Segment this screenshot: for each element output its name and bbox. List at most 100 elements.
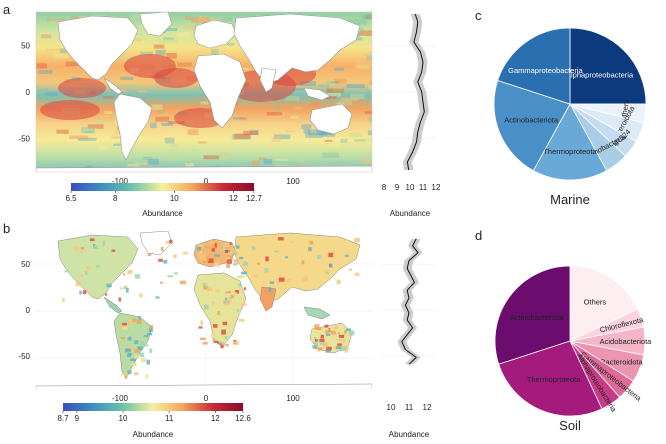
soil-cell [126,287,129,293]
soil-cell [339,346,346,351]
ocean-cell [153,44,165,49]
soil-cell [202,282,207,287]
ocean-cell [211,48,219,55]
soil-cell [145,344,149,347]
ocean-cell [336,102,344,106]
ocean-cell [87,124,104,129]
ocean-cell [305,133,323,138]
ocean-cell [293,106,302,110]
soil-cell [224,301,230,306]
soil-cell [222,321,228,326]
soil-cell [85,270,88,275]
soil-cell [123,372,128,376]
soil-cell [143,335,149,338]
soil-speckle [62,236,360,379]
soil-cell [79,290,82,295]
ocean-cell [103,96,114,99]
soil-cell [169,239,173,244]
ocean-cell [46,48,66,51]
pie-slice-label: Thermoproteota [543,147,597,156]
soil-cell [333,325,339,330]
marine-map [35,11,373,173]
ocean-cell [99,115,110,118]
soil-cell [208,258,214,264]
ocean-cell [274,158,288,161]
soil-cell [213,340,219,344]
marine-pie: AlphaproteobacteriaOthersBacteroidotaSAR… [493,27,647,207]
soil-cell [95,264,100,268]
soil-cell [234,290,240,294]
soil-cell [223,242,230,247]
profile-x-tick-label: 12 [432,183,441,192]
ocean-cell [91,14,107,17]
ocean-cell [81,126,96,133]
ocean-cell [321,152,340,158]
soil-cell [205,255,210,261]
profile-x-tick-label: 10 [406,183,415,192]
ocean-hotspot [58,78,106,98]
soil-cell [236,275,243,279]
ocean-cell [119,89,127,92]
soil-cell [167,275,174,278]
soil-cell [238,319,245,322]
ocean-cell [143,156,153,160]
ocean-hotspot [154,68,198,88]
ocean-cell [274,134,291,140]
ocean-cell [303,128,310,134]
ocean-cell [187,129,199,135]
colorbar-tick-label: 8.7 [57,414,69,423]
soil-cell [314,324,320,329]
soil-cell [132,318,137,322]
soil-cell [274,250,279,253]
ocean-cell [367,130,372,136]
soil-cell [140,358,146,363]
pie-slice-label: Bacteroidota [601,357,644,366]
soil-cell [224,343,229,347]
soil-cell [314,337,317,340]
soil-cell [325,349,331,353]
soil-cell [210,246,217,249]
ocean-cell [300,80,316,86]
ocean-cell [227,42,235,46]
colorbar-gradient [63,403,243,411]
ocean-cell [163,37,175,41]
ocean-cell [155,116,170,122]
soil-latitude-profile: 10 11 12 Abundance [382,238,436,439]
soil-cell [221,329,226,335]
profile-x-tick-label: 10 [387,403,396,412]
soil-cell [345,328,352,331]
ocean-cell [324,139,333,142]
ocean-cell [350,93,365,99]
ocean-cell [275,112,285,118]
soil-cell [211,301,216,307]
soil-cell [237,283,242,287]
ocean-cell [37,88,49,94]
soil-cell [342,333,347,336]
soil-cell [122,325,128,330]
ocean-cell [82,131,94,134]
ocean-cell [158,39,179,44]
ocean-cell [273,105,281,109]
ocean-cell [48,19,69,24]
profile-x-label: Abundance [389,430,430,439]
ocean-cell [356,64,370,69]
soil-cell [227,255,233,260]
soil-cell [173,272,178,275]
ocean-cell [190,149,199,154]
ocean-cell [243,130,259,136]
soil-cell [225,291,232,294]
profile-x-label: Abundance [390,209,431,218]
soil-cell [127,354,132,358]
soil-cell [224,297,228,301]
ocean-cell [346,84,365,88]
soil-cell [199,337,206,341]
ocean-cell [136,162,151,165]
ocean-cell [341,97,360,101]
soil-cell [78,250,83,254]
soil-cell [233,341,239,345]
soil-cell [226,259,232,264]
soil-cell [220,304,226,307]
soil-cell [285,256,288,259]
soil-cell [123,285,128,290]
